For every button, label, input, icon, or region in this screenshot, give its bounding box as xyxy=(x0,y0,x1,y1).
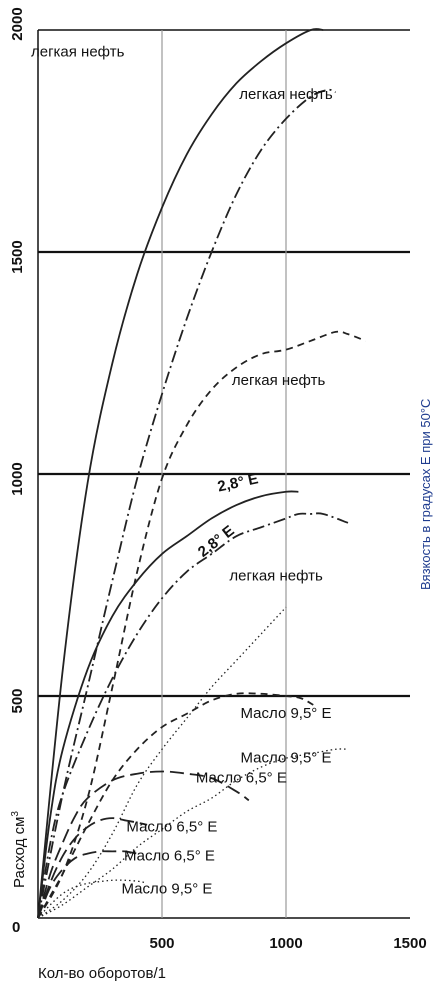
series-line-1 xyxy=(37,28,324,919)
y-tick-label: 500 xyxy=(9,688,26,713)
y-tick-label: 1500 xyxy=(9,240,26,273)
x-tick-label: 1500 xyxy=(393,935,426,952)
y-axis-title: Расход см3 xyxy=(10,811,28,888)
series-line-2 xyxy=(37,88,336,919)
y-axis-title-text: Расход см xyxy=(11,817,28,888)
series-line-4 xyxy=(37,490,299,919)
series-label-9: Масло 6,5° E xyxy=(196,770,287,787)
curve-labels: легкая нефть легкая нефть легкая нефть 2,8°… xyxy=(31,44,333,898)
series-label-8: Масло 9,5° E xyxy=(241,750,332,767)
right-side-title: Вязкость в градусах Е при 50°С xyxy=(418,399,433,590)
series-label-10: Масло 6,5° E xyxy=(126,818,217,835)
series-line-8 xyxy=(37,748,349,919)
series-line-11 xyxy=(37,850,138,919)
series-label-12: Масло 9,5° E xyxy=(121,881,212,898)
series-line-5 xyxy=(37,512,349,919)
y-axis-title-superscript: 3 xyxy=(10,811,21,817)
tick-layer: 0 500 1000 1500 2000 500 1000 1500 xyxy=(9,7,427,952)
series-label-7: Масло 9,5° E xyxy=(241,705,332,722)
y-tick-label: 0 xyxy=(12,919,20,936)
series-label-3: легкая нефть xyxy=(232,372,326,389)
series-line-3 xyxy=(37,330,366,919)
y-tick-label: 2000 xyxy=(9,7,26,40)
series-layer xyxy=(37,28,366,919)
y-tick-label: 1000 xyxy=(9,462,26,495)
vertical-reference-lines xyxy=(161,30,287,918)
series-label-1: легкая нефть xyxy=(31,44,125,61)
series-line-12 xyxy=(37,879,145,919)
series-line-9 xyxy=(37,770,250,919)
series-line-7 xyxy=(37,692,314,919)
x-tick-label: 500 xyxy=(149,935,174,952)
series-label-11: Масло 6,5° E xyxy=(124,847,215,864)
x-tick-label: 1000 xyxy=(269,935,302,952)
series-label-6: легкая нефть xyxy=(229,568,323,585)
series-label-2: легкая нефть xyxy=(239,86,333,103)
x-axis-title: Кол-во оборотов/1 xyxy=(38,965,166,981)
series-label-5: 2,8° E xyxy=(195,522,238,561)
horizontal-reference-lines xyxy=(38,29,410,698)
series-line-6 xyxy=(37,606,287,919)
series-line-10 xyxy=(37,817,148,919)
